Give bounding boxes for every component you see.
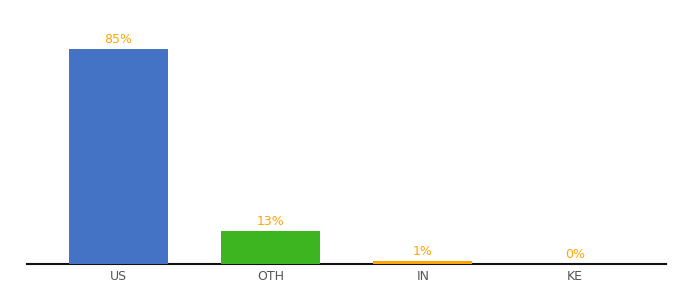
Text: 85%: 85%: [105, 33, 133, 46]
Text: 13%: 13%: [257, 215, 284, 228]
Bar: [69, 49, 168, 264]
Bar: [221, 231, 320, 264]
Bar: [373, 262, 473, 264]
Text: 1%: 1%: [413, 245, 433, 258]
Text: 0%: 0%: [565, 248, 585, 261]
